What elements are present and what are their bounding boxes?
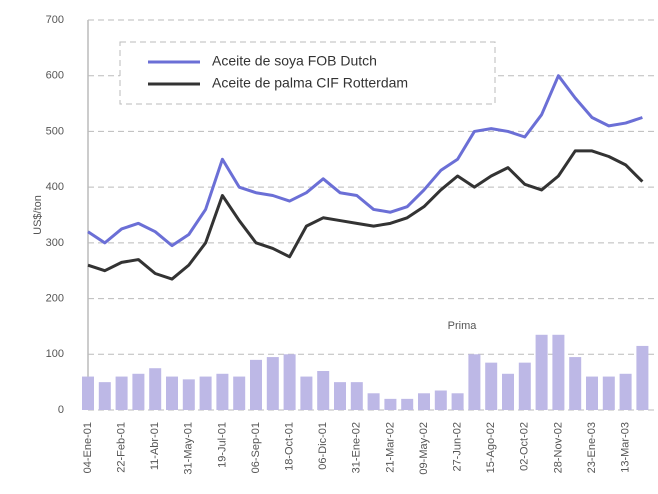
y-tick-label: 300: [46, 237, 64, 249]
x-tick-label: 19-Jul-01: [216, 422, 228, 468]
bar: [518, 362, 531, 410]
y-tick-label: 600: [46, 70, 64, 82]
x-tick-label: 15-Ago-02: [485, 422, 497, 473]
bar: [216, 373, 229, 410]
x-tick-label: 18-Oct-01: [284, 422, 296, 471]
x-tick-label: 28-Nov-02: [552, 422, 564, 473]
bar: [451, 393, 464, 410]
bar: [502, 373, 514, 410]
x-tick-label: 21-Mar-02: [384, 422, 396, 473]
bar: [199, 376, 212, 410]
bar: [401, 398, 414, 410]
bar: [182, 379, 195, 410]
y-tick-label: 700: [46, 14, 64, 26]
x-tick-label: 06-Sep-01: [250, 422, 262, 473]
bar: [233, 376, 246, 410]
line-series: [87, 149, 644, 281]
bar: [115, 376, 128, 410]
bar: [586, 376, 598, 410]
x-tick-label: 27-Jun-02: [452, 422, 464, 472]
y-axis-label: US$/ton: [32, 195, 44, 235]
legend-label: Aceite de soya FOB Dutch: [212, 53, 377, 69]
x-tick-label: 06-Dic-01: [317, 422, 329, 470]
y-tick-label: 100: [46, 348, 64, 360]
bar: [569, 357, 582, 410]
bar: [334, 382, 346, 410]
bar: [367, 393, 380, 410]
bar: [149, 368, 162, 410]
y-tick-label: 200: [46, 292, 64, 304]
x-tick-label: 22-Feb-01: [116, 422, 128, 473]
bar: [317, 371, 330, 410]
x-tick-label: 11-Abr-01: [149, 422, 161, 470]
bar: [418, 393, 430, 410]
bar: [619, 373, 632, 410]
x-tick-label: 13-Mar-03: [620, 422, 632, 473]
x-tick-label: 04-Ene-01: [82, 422, 94, 473]
annotation: Prima: [448, 320, 478, 332]
bar: [166, 376, 178, 410]
bar: [535, 334, 548, 410]
bar: [266, 357, 279, 410]
bar: [468, 354, 481, 410]
bar: [98, 382, 111, 410]
x-tick-label: 31-Ene-02: [351, 422, 363, 473]
line-series: [87, 74, 643, 248]
legend-box: [119, 41, 496, 105]
bar: [132, 373, 145, 410]
bar: [636, 345, 649, 410]
bar: [300, 376, 313, 410]
bar: [82, 376, 94, 410]
x-tick-label: 31-May-01: [183, 422, 195, 475]
bar: [384, 398, 397, 410]
bar: [283, 354, 296, 410]
y-tick-label: 0: [58, 404, 64, 416]
bar: [250, 359, 262, 410]
bar: [552, 334, 565, 410]
x-tick-label: 09-May-02: [418, 422, 430, 475]
legend-label: Aceite de palma CIF Rotterdam: [212, 75, 408, 91]
bar: [602, 376, 615, 410]
bar: [434, 390, 447, 410]
bar: [485, 362, 498, 410]
x-tick-label: 23-Ene-03: [586, 422, 598, 473]
bar: [350, 382, 363, 410]
y-tick-label: 400: [46, 181, 64, 193]
y-tick-label: 500: [46, 125, 64, 137]
x-tick-label: 02-Oct-02: [519, 422, 531, 471]
